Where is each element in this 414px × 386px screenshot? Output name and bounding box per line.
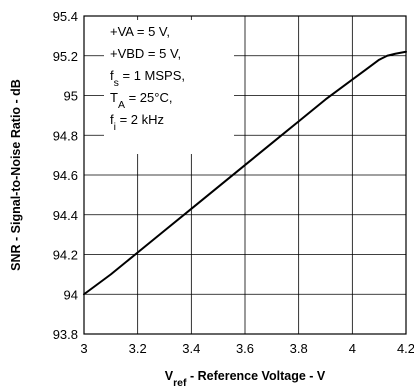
x-axis-title-sub: ref [173, 377, 187, 386]
y-tick-label: 93.8 [53, 327, 78, 342]
y-axis-title: SNR - Signal-to-Noise Ratio - dB [9, 79, 23, 271]
y-tick-label: 95 [64, 89, 78, 104]
y-tick-labels: 93.8 94 94.2 94.4 94.6 94.8 95 95.2 95.4 [53, 9, 78, 342]
annotation-line: fs = 1 MSPS, [110, 68, 185, 89]
y-tick-label: 94 [64, 287, 78, 302]
annotation-line: +VA = 5 V, [110, 24, 170, 39]
y-tick-label: 95.4 [53, 9, 78, 24]
x-tick-label: 4.2 [397, 341, 414, 356]
annotation-line: +VBD = 5 V, [110, 46, 181, 61]
x-tick-label: 3.2 [129, 341, 147, 356]
annotation-box [104, 20, 234, 154]
y-tick-label: 95.2 [53, 49, 78, 64]
annotation-text-group: +VA = 5 V, +VBD = 5 V, fs = 1 MSPS,TA = 25… [110, 24, 185, 133]
y-tick-label: 94.2 [53, 248, 78, 263]
annotation-line: TA = 25°C, [110, 90, 172, 111]
y-tick-label: 94.6 [53, 168, 78, 183]
x-axis-title-rest: - Reference Voltage - V [187, 369, 326, 383]
y-tick-label: 94.8 [53, 128, 78, 143]
snr-series-line [83, 50, 407, 296]
y-tick-label: 94.4 [53, 208, 78, 223]
plot-area-frame [83, 15, 407, 335]
x-axis-title-main: V [165, 369, 174, 383]
x-tick-labels: 3 3.2 3.4 3.6 3.8 4 4.2 [80, 341, 414, 356]
x-tick-label: 3 [80, 341, 87, 356]
x-tick-label: 4 [349, 341, 356, 356]
annotation-line: fi = 2 kHz [110, 112, 164, 133]
x-tick-label: 3.6 [236, 341, 254, 356]
x-tick-label: 3.4 [182, 341, 200, 356]
x-axis-title: Vref - Reference Voltage - V [165, 369, 326, 386]
x-tick-label: 3.8 [290, 341, 308, 356]
